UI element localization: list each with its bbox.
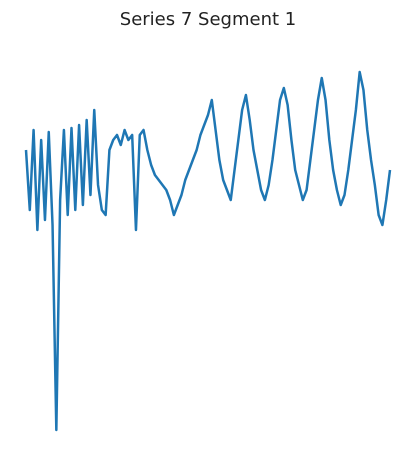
line [24, 70, 392, 432]
chart-title: Series 7 Segment 1 [120, 9, 296, 30]
